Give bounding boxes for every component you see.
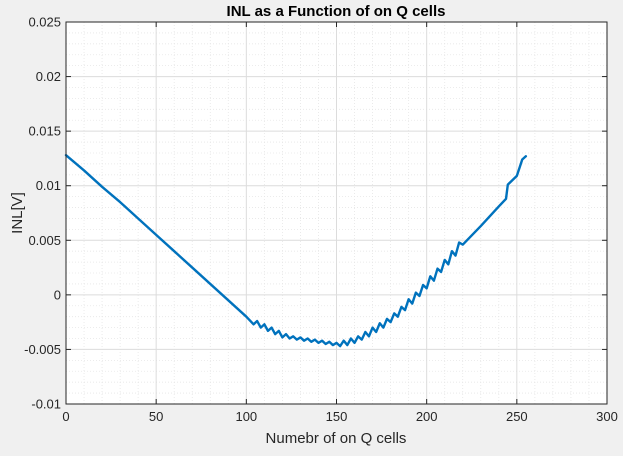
y-tick-label: -0.005 bbox=[24, 342, 61, 357]
y-axis-label: INL[V] bbox=[9, 192, 26, 234]
x-tick-label: 250 bbox=[506, 409, 528, 424]
y-tick-label: 0.015 bbox=[28, 124, 61, 139]
y-tick-labels: -0.01 -0.005 0 0.005 0.01 0.015 0.02 0.025 bbox=[24, 15, 61, 412]
y-tick-label: -0.01 bbox=[31, 397, 61, 412]
y-tick-label: 0.025 bbox=[28, 15, 61, 30]
y-tick-label: 0.02 bbox=[36, 69, 61, 84]
tick-marks bbox=[65, 21, 608, 405]
x-tick-label: 300 bbox=[596, 409, 618, 424]
y-tick-label: 0.01 bbox=[36, 178, 61, 193]
x-tick-label: 50 bbox=[149, 409, 163, 424]
x-tick-label: 100 bbox=[235, 409, 257, 424]
y-tick-label: 0 bbox=[54, 287, 61, 302]
series-layer bbox=[64, 153, 528, 348]
y-tick-label: 0.005 bbox=[28, 233, 61, 248]
x-axis-label: Numebr of on Q cells bbox=[266, 430, 407, 447]
x-tick-label: 150 bbox=[326, 409, 348, 424]
inl-series-line bbox=[64, 153, 528, 348]
x-tick-labels: 0 50 100 150 200 250 300 bbox=[62, 409, 617, 424]
chart-title: INL as a Function of on Q cells bbox=[227, 3, 446, 20]
x-tick-label: 200 bbox=[416, 409, 438, 424]
x-tick-label: 0 bbox=[62, 409, 69, 424]
